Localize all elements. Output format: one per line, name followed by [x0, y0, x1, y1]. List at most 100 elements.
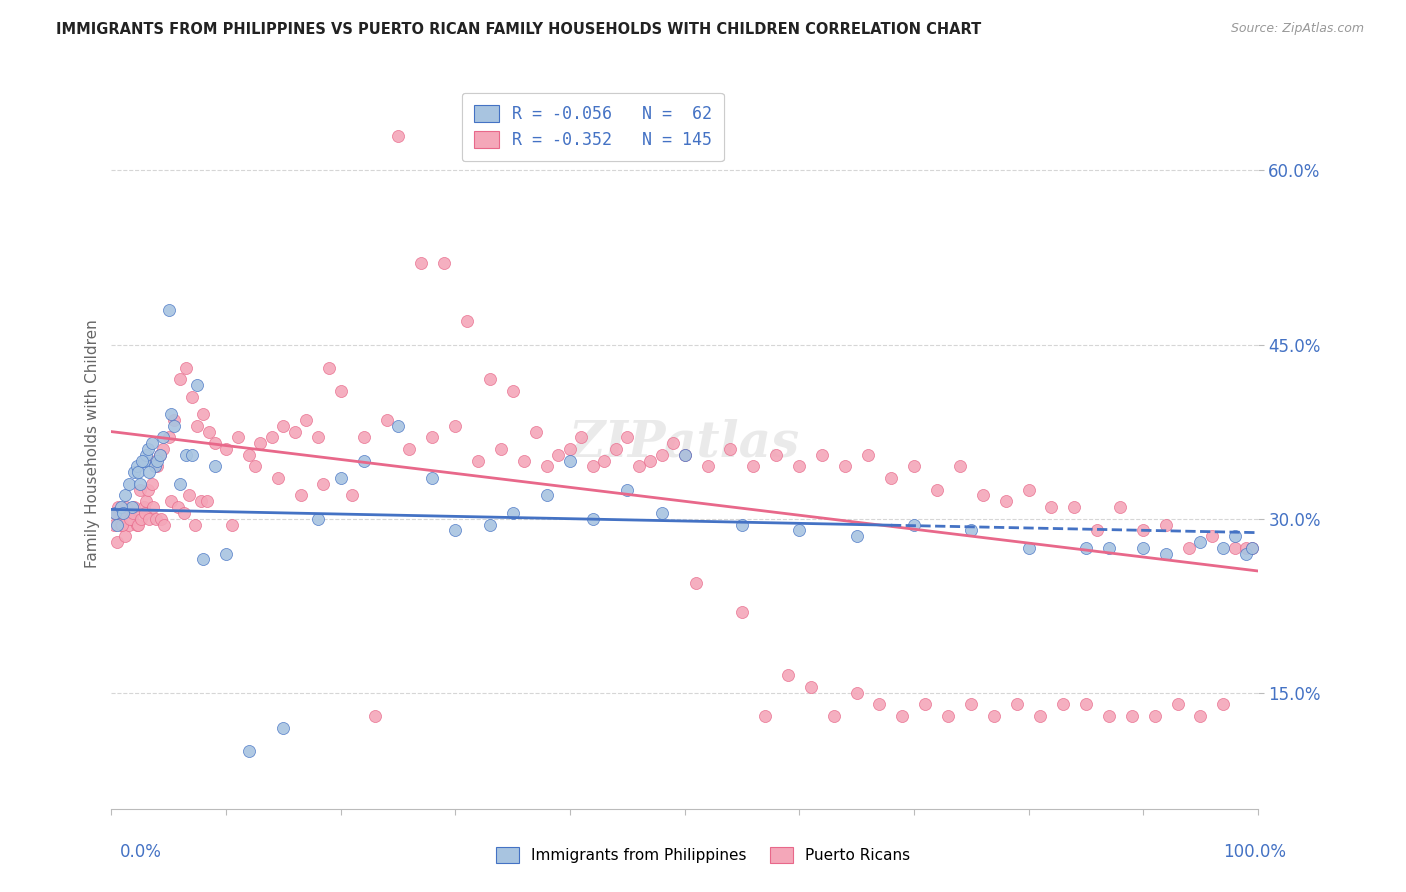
Point	[845, 529, 868, 543]
Point	[138, 512, 160, 526]
Point	[138, 465, 160, 479]
Point	[994, 494, 1017, 508]
Point	[149, 512, 172, 526]
Point	[157, 430, 180, 444]
Point	[129, 512, 152, 526]
Point	[1241, 541, 1264, 555]
Point	[1223, 541, 1246, 555]
Point	[221, 517, 243, 532]
Point	[284, 425, 307, 439]
Point	[260, 430, 283, 444]
Point	[307, 430, 329, 444]
Point	[731, 605, 754, 619]
Point	[972, 488, 994, 502]
Point	[167, 500, 190, 514]
Point	[312, 476, 335, 491]
Point	[1074, 541, 1097, 555]
Point	[215, 547, 238, 561]
Point	[238, 448, 260, 462]
Point	[444, 524, 467, 538]
Point	[136, 442, 159, 456]
Point	[1132, 524, 1154, 538]
Point	[104, 506, 127, 520]
Point	[111, 517, 134, 532]
Point	[186, 418, 208, 433]
Point	[169, 372, 191, 386]
Point	[124, 465, 146, 479]
Point	[129, 483, 152, 497]
Point	[174, 448, 197, 462]
Point	[616, 483, 638, 497]
Point	[353, 430, 375, 444]
Point	[776, 668, 799, 682]
Point	[856, 448, 879, 462]
Point	[132, 453, 155, 467]
Point	[1040, 500, 1063, 514]
Text: Source: ZipAtlas.com: Source: ZipAtlas.com	[1230, 22, 1364, 36]
Legend: R = -0.056   N =  62, R = -0.352   N = 145: R = -0.056 N = 62, R = -0.352 N = 145	[463, 93, 724, 161]
Point	[329, 471, 352, 485]
Point	[571, 430, 593, 444]
Point	[179, 488, 201, 502]
Point	[903, 459, 925, 474]
Point	[273, 418, 295, 433]
Point	[605, 442, 627, 456]
Point	[536, 488, 558, 502]
Point	[1234, 547, 1257, 561]
Point	[800, 680, 823, 694]
Point	[163, 413, 186, 427]
Point	[152, 430, 174, 444]
Point	[1154, 547, 1177, 561]
Point	[105, 535, 128, 549]
Point	[141, 476, 163, 491]
Point	[398, 442, 420, 456]
Point	[148, 448, 170, 462]
Text: ZIPatlas: ZIPatlas	[569, 418, 800, 467]
Point	[627, 459, 650, 474]
Point	[1063, 500, 1085, 514]
Point	[811, 448, 834, 462]
Point	[114, 488, 136, 502]
Point	[513, 453, 536, 467]
Point	[290, 488, 312, 502]
Point	[143, 453, 166, 467]
Point	[117, 517, 139, 532]
Point	[110, 517, 132, 532]
Point	[1212, 698, 1234, 712]
Point	[478, 372, 501, 386]
Point	[1241, 541, 1264, 555]
Point	[153, 517, 176, 532]
Point	[593, 453, 616, 467]
Point	[409, 256, 432, 270]
Point	[127, 465, 149, 479]
Point	[1178, 541, 1201, 555]
Point	[307, 512, 329, 526]
Point	[1189, 709, 1212, 723]
Point	[110, 500, 132, 514]
Point	[318, 360, 340, 375]
Point	[186, 378, 208, 392]
Point	[914, 698, 936, 712]
Point	[823, 709, 845, 723]
Point	[456, 314, 478, 328]
Point	[121, 512, 143, 526]
Point	[135, 494, 157, 508]
Point	[502, 384, 524, 398]
Point	[524, 425, 547, 439]
Point	[143, 459, 166, 474]
Point	[141, 436, 163, 450]
Point	[169, 476, 191, 491]
Point	[960, 698, 983, 712]
Point	[125, 517, 148, 532]
Point	[983, 709, 1005, 723]
Point	[191, 407, 214, 421]
Point	[180, 390, 202, 404]
Point	[1098, 541, 1121, 555]
Point	[340, 488, 363, 502]
Point	[238, 744, 260, 758]
Point	[787, 459, 810, 474]
Point	[1212, 541, 1234, 555]
Point	[160, 407, 183, 421]
Point	[142, 500, 165, 514]
Point	[118, 512, 141, 526]
